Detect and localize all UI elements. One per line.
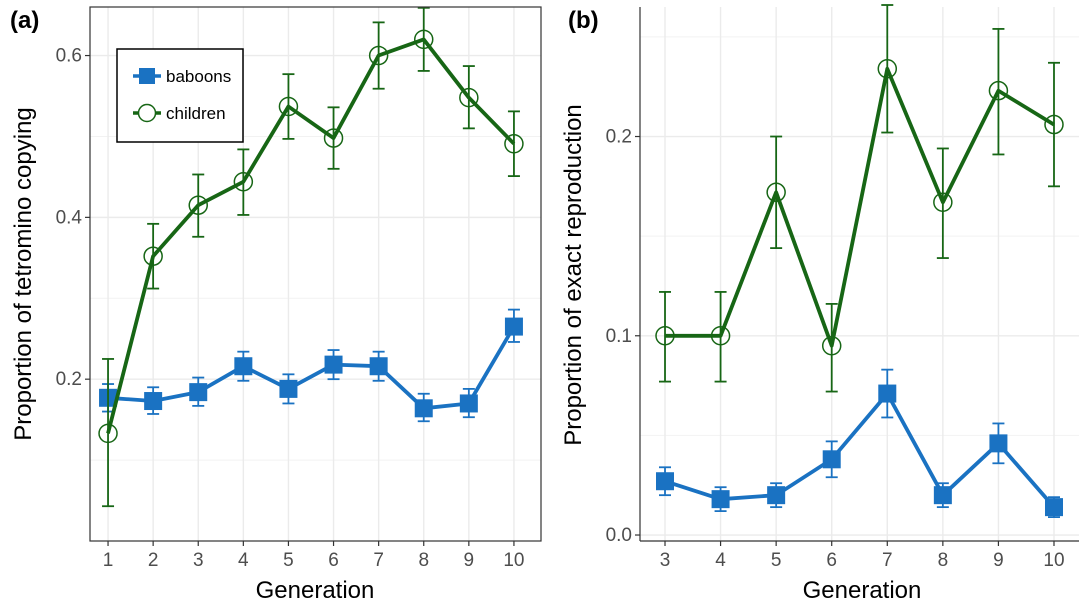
panel-a-baboons-point (189, 383, 208, 402)
panel-a-baboons-point (369, 357, 388, 376)
panel-b-series-children (655, 4, 1064, 393)
panel-a-children-point (233, 172, 254, 192)
panel-b-children-point (988, 80, 1009, 101)
panel-a-frame (89, 6, 542, 542)
panel-a-children-point (143, 246, 163, 266)
legend-label-baboons: baboons (166, 67, 231, 86)
panel-a-x-tick-label: 6 (328, 550, 339, 571)
panel-b-children-point (710, 326, 731, 346)
panel-a-baboons-point (504, 317, 523, 336)
panel-b-axes: 0.0 0.1 0.2 3 4 5 6 7 8 9 10 (606, 7, 1079, 571)
panel-a-series-children (98, 6, 524, 508)
panel-a-label: (a) (10, 7, 39, 34)
panel-a-x-tick-label: 1 (103, 550, 114, 571)
panel-b-x-tick-label: 3 (660, 550, 671, 571)
panel-a-children-point (323, 128, 344, 148)
panel-b-children-line (665, 66, 1055, 348)
legend-box (116, 48, 244, 143)
legend-key-children (133, 103, 161, 123)
panel-a-children-point (459, 87, 479, 108)
panel-a-children-point (98, 423, 118, 444)
panel-b-y-tick-label: 0.1 (606, 326, 632, 347)
panel-b-baboons-point (1044, 498, 1063, 517)
panel-b-x-axis-title: Generation (803, 577, 922, 604)
panel-b-y-tick-label: 0.2 (606, 127, 632, 148)
panel-a-baboons-point (459, 394, 478, 413)
panel-a-x-tick-label: 9 (464, 550, 475, 571)
panel-a-baboons-point (234, 357, 253, 376)
panel-a-x-tick-label: 7 (373, 550, 384, 571)
panel-b-baboons-line (664, 391, 1056, 509)
panel-a-y-tick-label: 0.2 (56, 369, 82, 390)
panel-b-x-tick-label: 10 (1043, 550, 1064, 571)
panel-b-baboons-point (989, 434, 1008, 453)
panel-a-x-tick-label: 2 (148, 550, 159, 571)
panel-a-baboons-line (107, 325, 516, 411)
panel-a-children-point (278, 96, 299, 117)
panel-a-y-axis-title: Proportion of tetromino copying (10, 107, 37, 441)
panel-a-children-point (188, 195, 208, 215)
panel-b-x-tick-label: 4 (715, 550, 726, 571)
panel-b-x-tick-label: 7 (882, 550, 893, 571)
panel-b-children-point (655, 326, 675, 346)
legend-label-children: children (166, 104, 226, 123)
legend-key-baboons (133, 68, 161, 84)
panel-b-series (655, 4, 1064, 518)
panel-a-series-baboons (99, 308, 523, 423)
panel-b-baboons-point (878, 384, 897, 403)
panel-b-children-point (821, 335, 842, 356)
panel-a-children-line (106, 37, 516, 434)
panel-b-baboons-point (822, 450, 841, 469)
panel-a-children-point (368, 45, 389, 66)
panel-a-x-tick-label: 3 (193, 550, 204, 571)
legend: baboons children (116, 48, 244, 143)
panel-b-baboons-point (933, 486, 952, 505)
panel-a-series (98, 6, 524, 508)
panel-b-x-tick-label: 8 (938, 550, 949, 571)
panel-a-baboons-point (144, 392, 163, 411)
panel-b-baboons-point (656, 472, 675, 491)
panel-a-children-point (504, 133, 524, 154)
panel-b-children-point (766, 182, 786, 203)
panel-b-children-point (933, 192, 953, 213)
panel-a-x-axis-title: Generation (256, 577, 375, 604)
panel-b-label: (b) (568, 7, 599, 34)
panel-b: (b) 0.0 0.1 0.2 3 4 5 6 7 8 9 10 Generation Propor… (560, 4, 1079, 604)
panel-a-x-tick-label: 4 (238, 550, 249, 571)
panel-a-children-error-bar (507, 110, 520, 178)
panel-a-baboons-point (324, 355, 343, 374)
panel-a-baboons-point (279, 379, 298, 398)
panel-b-x-tick-label: 5 (771, 550, 782, 571)
panel-a-axes: 0.2 0.4 0.6 1 2 3 4 5 6 7 8 9 10 (56, 46, 525, 571)
panel-b-baboons-point (767, 486, 786, 505)
panel-a-y-tick-label: 0.6 (56, 46, 82, 67)
panel-b-x-tick-label: 6 (826, 550, 837, 571)
panel-b-children-point (1044, 114, 1064, 135)
panel-b-children-point (877, 59, 898, 79)
panel-b-series-baboons (656, 368, 1063, 518)
panel-a-x-tick-label: 10 (503, 550, 524, 571)
panel-a-y-tick-label: 0.4 (56, 207, 83, 228)
panel-b-y-tick-label: 0.0 (606, 525, 632, 546)
panel-b-baboons-point (711, 490, 730, 509)
panel-a-children-point (413, 29, 434, 50)
panel-a: (a) 0.2 0.4 0.6 1 2 3 4 5 6 7 8 9 10 Generation Prop… (10, 6, 542, 604)
panel-a-x-tick-label: 8 (418, 550, 429, 571)
panel-a-baboons-point (414, 399, 433, 418)
panel-a-x-tick-label: 5 (283, 550, 294, 571)
panel-b-y-axis-title: Proportion of exact reproduction (560, 104, 587, 446)
panel-b-x-tick-label: 9 (993, 550, 1004, 571)
panel-b-children-error-bar (825, 302, 838, 393)
